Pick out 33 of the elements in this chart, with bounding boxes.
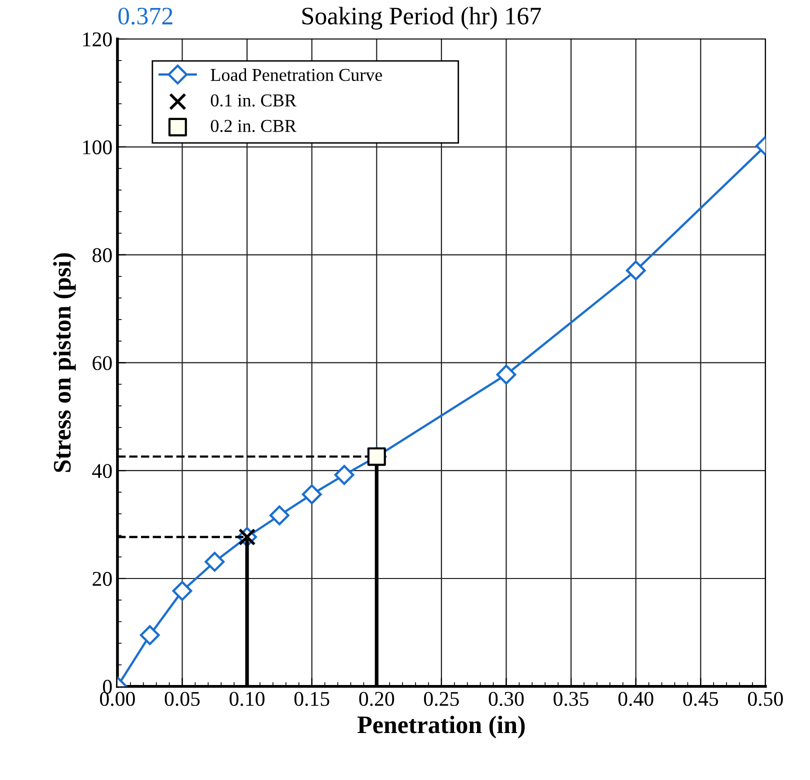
x-tick-label: 0.20 <box>359 692 394 706</box>
point <box>172 580 192 601</box>
y-tick-label: 0 <box>102 680 112 694</box>
x-tick-label: 0.00 <box>100 692 135 706</box>
x-tick-label: 0.50 <box>748 692 783 706</box>
y-tick-label: 20 <box>92 572 112 586</box>
x-tick-label: 0.25 <box>424 692 459 706</box>
point <box>140 625 160 646</box>
x-tick-label: 0.10 <box>230 692 264 706</box>
text: Soaking Period (hr) 167 <box>302 6 541 30</box>
x-tick-label: 0.45 <box>683 692 718 706</box>
x-tick-label: 0.35 <box>554 692 588 706</box>
x-tick-label: 0.15 <box>294 692 330 706</box>
y-tick-label: 80 <box>92 248 112 262</box>
legend-label: Load Penetration Curve <box>210 68 382 82</box>
x-axis-title: Penetration (in) <box>358 716 525 738</box>
point <box>496 364 516 385</box>
point <box>204 552 225 572</box>
point <box>270 505 290 526</box>
text: 0.372 <box>118 8 172 25</box>
x-tick-label: 0.30 <box>488 692 524 706</box>
x-tick-label: 0.40 <box>618 692 654 706</box>
x-tick-label: 0.05 <box>164 692 200 706</box>
legend-label: 0.1 in. CBR <box>210 94 296 107</box>
y-tick-label: 60 <box>92 356 112 370</box>
y-axis-title: Stress on piston (psi) <box>53 253 76 472</box>
point <box>302 484 322 504</box>
y-tick-label: 40 <box>92 464 112 478</box>
point <box>334 464 354 485</box>
y-tick-label: 120 <box>83 32 112 46</box>
y-tick-label: 100 <box>83 140 112 154</box>
legend-label: 0.2 in. CBR <box>210 120 296 132</box>
point <box>626 260 646 280</box>
